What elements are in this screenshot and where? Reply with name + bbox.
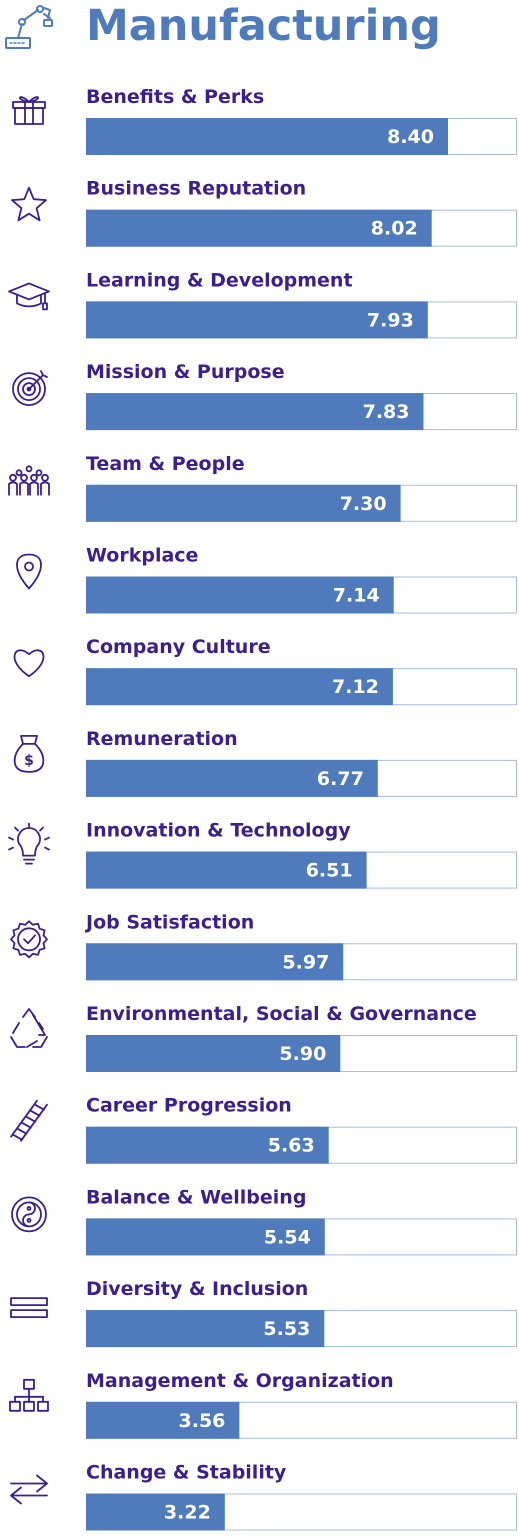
org-chart-icon [9,1378,49,1412]
category-label: Job Satisfaction [84,911,254,933]
chart-row: Learning & Development 7.93 [8,269,517,339]
chart-row: $ Remuneration 6.77 [13,728,517,797]
value-label: 5.97 [282,951,329,973]
bar [86,576,394,614]
yin-yang-icon [11,1196,47,1233]
chart-header: Manufacturing [5,1,441,51]
chart-row: Environmental, Social & Governance 5.90 [10,1003,517,1072]
bar [86,393,424,431]
bar [86,209,432,247]
svg-text:$: $ [24,753,34,769]
value-label: 5.63 [268,1135,315,1157]
chart-row: Workplace 7.14 [16,545,517,614]
chart-rows: Benefits & Perks 8.40 Business Reputation 8… [8,86,517,1531]
chart-row: Balance & Wellbeing 5.54 [11,1186,517,1256]
chart-row: Career Progression 5.63 [10,1095,517,1164]
value-label: 7.30 [340,493,387,515]
category-label: Remuneration [86,728,238,750]
ladder-icon [10,1099,48,1142]
recycle-icon [10,1008,48,1048]
value-label: 7.14 [333,585,380,607]
value-label: 6.77 [317,768,364,790]
chart-row: Business Reputation 8.02 [10,178,517,247]
badge-check-icon [10,920,48,959]
category-label: Learning & Development [86,269,353,291]
bar [86,851,367,889]
bar [86,943,344,981]
category-label: Career Progression [86,1095,292,1117]
chart-row: Innovation & Technology 6.51 [8,820,517,889]
star-icon [10,186,47,222]
bar [86,1493,225,1531]
bar [86,1401,240,1439]
bar [86,118,448,155]
chart-row: Mission & Purpose 7.83 [12,361,517,431]
target-icon [12,370,48,407]
value-label: 6.51 [306,860,353,882]
equals-icon [10,1297,48,1318]
location-pin-icon [16,553,42,590]
robot-arm-icon [5,5,53,49]
bar [86,301,428,339]
value-label: 8.02 [371,218,418,240]
bar [86,1035,341,1072]
value-label: 5.53 [263,1318,310,1340]
chart-row: Job Satisfaction 5.97 [10,911,517,981]
value-label: 3.56 [179,1410,226,1432]
chart-row: Benefits & Perks 8.40 [12,86,517,155]
heart-icon [13,649,45,678]
gift-icon [12,96,46,125]
value-label: 7.12 [332,676,379,698]
bar [86,668,393,706]
category-label: Management & Organization [86,1370,394,1392]
category-label: Balance & Wellbeing [86,1186,306,1208]
category-label: Team & People [86,453,245,475]
chart-row: Team & People 7.30 [8,453,517,522]
chart-title: Manufacturing [86,1,441,51]
value-label: 5.90 [279,1043,326,1065]
category-label: Change & Stability [86,1462,287,1484]
value-label: 3.22 [164,1502,211,1524]
category-label: Benefits & Perks [86,86,264,108]
value-label: 7.83 [363,401,410,423]
chart-row: Change & Stability 3.22 [10,1462,517,1531]
graduation-cap-icon [8,282,50,311]
category-label: Environmental, Social & Governance [86,1003,477,1025]
category-label: Business Reputation [86,178,306,200]
money-bag-icon: $ [13,735,45,773]
category-label: Innovation & Technology [86,820,351,842]
lightbulb-icon [8,822,50,865]
category-label: Workplace [86,545,198,567]
value-label: 8.40 [387,126,434,148]
bar [86,484,401,522]
value-label: 5.54 [264,1226,311,1248]
bar [86,1310,325,1348]
bar [86,1218,325,1256]
team-icon [8,465,50,496]
category-label: Mission & Purpose [86,361,285,383]
chart-row: Diversity & Inclusion 5.53 [10,1278,517,1348]
category-label: Diversity & Inclusion [86,1278,308,1300]
value-label: 7.93 [367,309,414,331]
swap-arrows-icon [10,1474,48,1505]
bar [86,759,378,797]
category-label: Company Culture [86,636,271,658]
bar [86,1126,329,1164]
chart-row: Management & Organization 3.56 [9,1370,517,1439]
chart-row: Company Culture 7.12 [13,636,517,706]
